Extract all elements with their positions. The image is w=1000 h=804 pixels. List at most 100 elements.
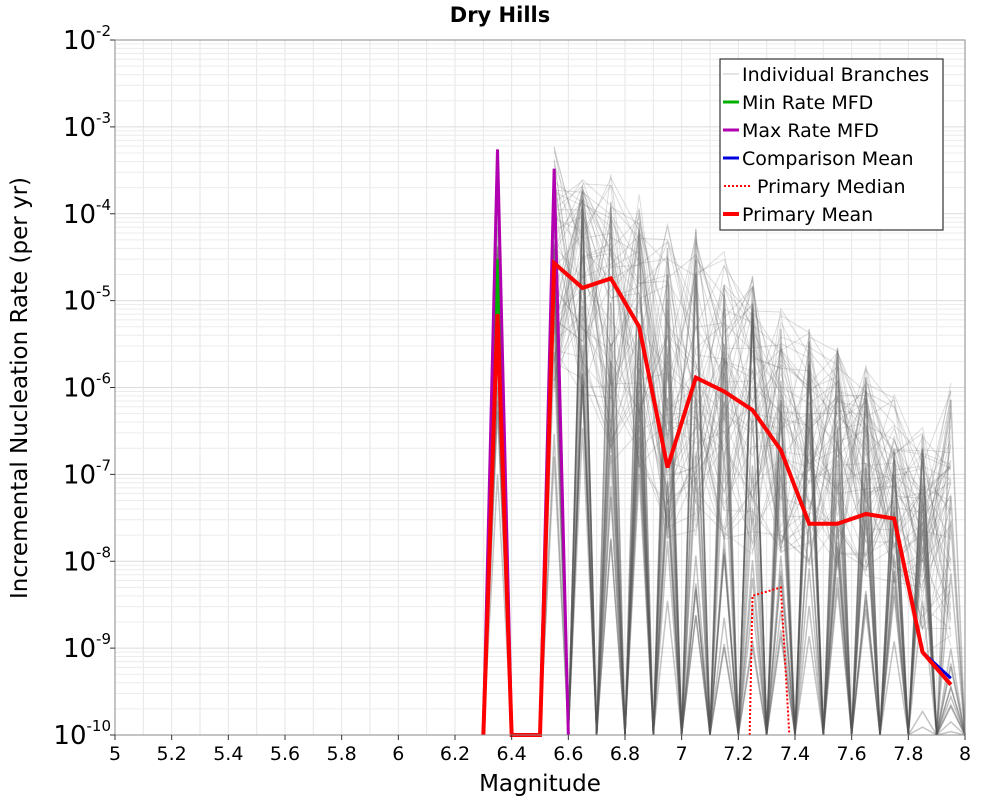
branch-spike: [935, 703, 966, 736]
x-tick-label: 6.6: [553, 743, 583, 765]
legend-box: [719, 58, 944, 231]
chart-title: Dry Hills: [450, 3, 550, 27]
branch-spike: [907, 546, 938, 736]
x-axis-ticks: 5 5.2 5.4 5.6 5.8 6 6.2 6.4 6.6 6.8 7 7.2 7.4 7.6 7.8 8: [109, 735, 971, 765]
y-tick-label: 10-8: [63, 543, 111, 577]
branch-spike: [652, 600, 683, 736]
branch-spike: [794, 636, 825, 736]
x-tick-label: 7.6: [837, 743, 867, 765]
branch-spike: [595, 427, 626, 736]
branch-spike: [652, 346, 683, 736]
x-tick-label: 7.2: [723, 743, 753, 765]
branch-spike: [652, 398, 683, 736]
branch-spike: [765, 404, 796, 736]
branch-spike: [879, 459, 910, 736]
branch-spike: [567, 254, 598, 736]
branch-spike: [709, 555, 740, 736]
branch-curve: [553, 184, 952, 555]
branch-spike: [652, 507, 683, 736]
branch-curve: [553, 199, 952, 564]
branch-spike: [907, 709, 938, 736]
branch-spike: [709, 643, 740, 736]
branch-spike: [624, 222, 655, 736]
branch-spike: [822, 577, 853, 736]
branch-spike: [850, 466, 881, 736]
branch-spike: [935, 663, 966, 736]
branch-spike: [595, 539, 626, 736]
branch-spike: [652, 274, 683, 736]
branch-curve: [554, 209, 952, 657]
branch-spike: [822, 460, 853, 736]
branch-spike: [907, 493, 938, 736]
branch-spike: [907, 453, 938, 736]
branch-spike: [935, 684, 966, 736]
branch-spike: [595, 207, 626, 736]
branch-spike: [907, 496, 938, 736]
branch-spike: [567, 373, 598, 736]
branch-spike: [595, 419, 626, 736]
branch-curve: [553, 284, 952, 554]
branch-spike: [765, 555, 796, 736]
branch-spike: [567, 384, 598, 736]
branch-spike: [822, 380, 853, 736]
branch-spike: [850, 590, 881, 736]
branch-spike: [652, 309, 683, 736]
x-axis-label: Magnitude: [479, 771, 601, 797]
branch-curve: [553, 187, 952, 537]
branch-spike: [765, 629, 796, 736]
branch-spike: [850, 426, 881, 736]
branch-curve: [553, 183, 952, 554]
branch-spike: [567, 305, 598, 736]
x-tick-label: 5: [109, 743, 121, 765]
branch-spike: [879, 586, 910, 736]
branch-spike: [709, 343, 740, 736]
branch-curve: [553, 174, 952, 584]
legend-label: Primary Mean: [742, 204, 873, 226]
branch-spike: [936, 720, 966, 736]
branch-curve: [553, 289, 952, 529]
legend-label: Comparison Mean: [742, 148, 914, 170]
branch-spike: [709, 552, 740, 736]
branch-spike: [567, 198, 598, 736]
branch-spike: [822, 525, 853, 736]
legend-label: Individual Branches: [742, 64, 929, 86]
branch-spike: [709, 617, 740, 736]
y-axis-ticks: 10-2 10-3 10-4 10-5 10-6 10-7 10-8 10-9 10-10: [53, 22, 115, 751]
legend-label: Max Rate MFD: [742, 120, 879, 142]
branch-spike: [567, 361, 598, 736]
branch-spike: [850, 397, 881, 736]
branch-spike: [907, 528, 938, 736]
branch-curve: [553, 186, 952, 621]
branch-spike: [879, 501, 910, 736]
branch-spike: [907, 450, 938, 736]
branch-spike: [595, 496, 626, 736]
branch-spike: [794, 513, 825, 736]
branch-spike: [879, 570, 910, 736]
branch-spike: [680, 228, 711, 736]
branch-spike: [907, 600, 938, 736]
branch-spike: [879, 506, 910, 736]
x-tick-label: 5.6: [270, 743, 300, 765]
branch-curve: [553, 176, 952, 568]
y-tick-label: 10-9: [63, 630, 111, 664]
y-axis-label: Incremental Nucleation Rate (per yr): [7, 177, 33, 599]
branch-curve: [554, 219, 952, 630]
branch-curve: [553, 206, 952, 569]
branch-spike: [567, 373, 598, 736]
branch-spike: [935, 685, 966, 736]
branch-spike: [652, 299, 683, 736]
branch-curve: [553, 194, 952, 539]
branch-spike: [850, 600, 881, 736]
branch-spike: [765, 474, 796, 736]
branch-spike: [709, 537, 740, 736]
branch-spike: [850, 594, 881, 736]
branch-spike: [709, 548, 740, 736]
branch-spike: [737, 465, 768, 736]
branch-spike: [737, 508, 768, 736]
branch-spike: [737, 313, 768, 736]
branch-curve: [553, 146, 952, 620]
branch-spike: [624, 409, 655, 736]
branch-curve: [553, 234, 952, 647]
branch-curve: [553, 228, 952, 570]
